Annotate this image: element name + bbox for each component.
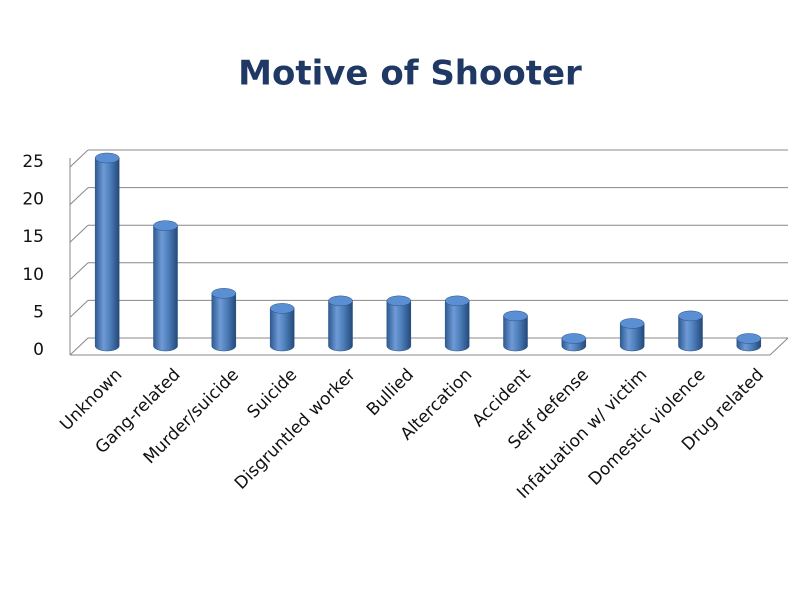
bar-top <box>561 333 587 344</box>
y-tick-label: 25 <box>22 152 44 172</box>
grid-line <box>69 187 89 205</box>
bar-top <box>678 310 703 322</box>
bar <box>444 300 470 352</box>
bar-top <box>386 295 412 307</box>
bar <box>153 225 178 352</box>
grid-line <box>69 149 89 168</box>
bar <box>211 293 237 352</box>
y-tick-label: 20 <box>22 190 44 210</box>
chart-title: Motive of Shooter <box>238 54 582 94</box>
bar-top <box>94 152 120 164</box>
y-tick-label: 10 <box>22 265 44 285</box>
grid-line <box>69 224 89 243</box>
bar-top <box>736 333 762 344</box>
grid-line <box>69 337 89 356</box>
bar-top <box>619 318 645 329</box>
grid-line <box>69 262 89 281</box>
floor-right <box>769 337 789 356</box>
grid-line <box>69 300 89 318</box>
bar-top <box>444 295 470 307</box>
bar <box>678 315 703 352</box>
bar-top <box>211 288 237 299</box>
bar <box>328 300 353 352</box>
bar-top <box>269 303 295 314</box>
bar <box>269 308 295 352</box>
bar-top <box>153 220 178 231</box>
bar <box>503 315 528 352</box>
bar <box>386 300 412 352</box>
bar <box>619 323 645 352</box>
bar-top <box>328 295 353 307</box>
y-tick-label: 15 <box>22 227 44 247</box>
x-tick-label: Suicide <box>244 365 302 423</box>
x-tick-label: Bullied <box>363 365 418 420</box>
y-tick-label: 0 <box>33 340 44 360</box>
y-tick-label: 5 <box>33 302 44 322</box>
bar <box>94 157 120 352</box>
bar-top <box>503 310 528 322</box>
